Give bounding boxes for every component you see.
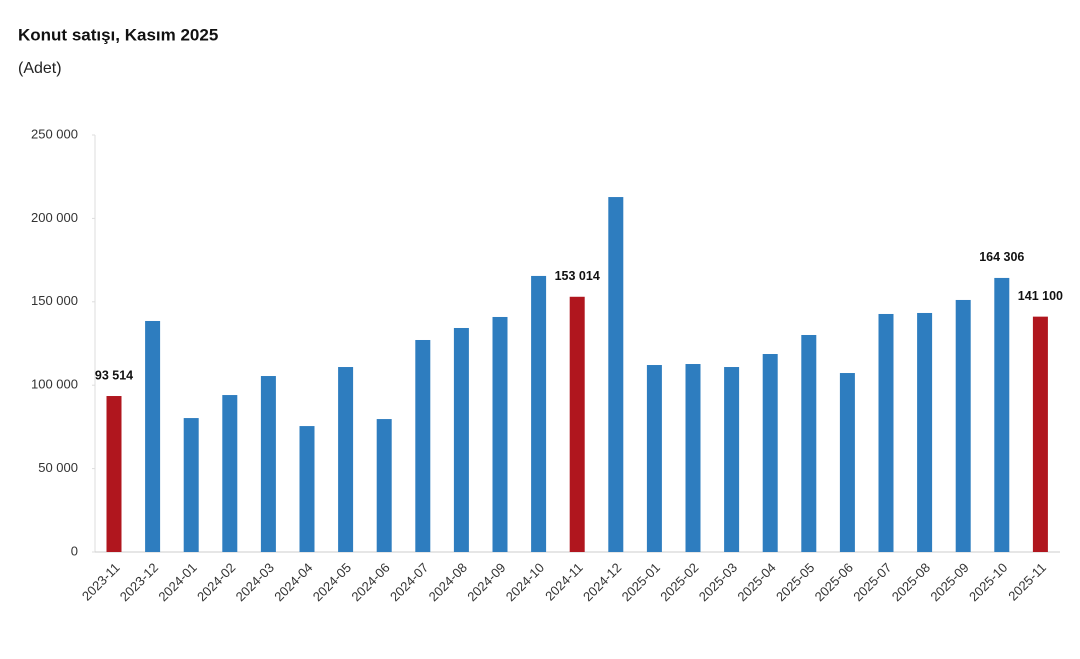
x-tick-label: 2025-05 (773, 560, 817, 604)
bar (762, 354, 778, 552)
bar (839, 373, 855, 552)
bar (531, 275, 547, 552)
x-tick-label: 2024-03 (233, 560, 277, 604)
chart-title: Konut satışı, Kasım 2025 (18, 25, 218, 44)
y-tick-label: 150 000 (31, 293, 78, 308)
bar (646, 365, 662, 552)
bar (260, 376, 276, 552)
data-label: 164 306 (979, 250, 1024, 264)
bar (338, 367, 354, 552)
x-tick-label: 2024-11 (542, 560, 586, 604)
bar (569, 296, 585, 552)
x-tick-label: 2023-12 (117, 560, 161, 604)
bar (106, 396, 122, 552)
bar (492, 316, 508, 552)
x-tick-label: 2024-08 (426, 560, 470, 604)
x-tick-label: 2025-10 (966, 560, 1010, 604)
bar (917, 312, 933, 552)
bar (724, 367, 740, 552)
x-tick-label: 2024-10 (503, 560, 547, 604)
bar (145, 320, 161, 552)
bar (801, 334, 817, 552)
bar (183, 418, 199, 552)
x-tick-label: 2025-01 (619, 560, 663, 604)
x-tick-label: 2025-03 (696, 560, 740, 604)
bar (685, 364, 701, 552)
data-label: 153 014 (555, 269, 600, 283)
x-tick-label: 2025-08 (889, 560, 933, 604)
y-tick-label: 200 000 (31, 210, 78, 225)
bar (994, 277, 1010, 552)
x-tick-label: 2024-07 (387, 560, 431, 604)
bar (222, 395, 238, 552)
x-tick-label: 2025-02 (657, 560, 701, 604)
x-tick-label: 2024-12 (580, 560, 624, 604)
bar (878, 313, 894, 552)
x-tick-label: 2024-04 (271, 560, 315, 604)
y-tick-label: 100 000 (31, 377, 78, 392)
x-tick-label: 2024-09 (464, 560, 508, 604)
x-tick-label: 2025-06 (812, 560, 856, 604)
x-tick-label: 2025-09 (927, 560, 971, 604)
data-label: 141 100 (1018, 289, 1063, 303)
bar (299, 426, 315, 552)
x-tick-label: 2024-01 (155, 560, 199, 604)
x-tick-label: 2025-07 (850, 560, 894, 604)
bar (608, 197, 624, 552)
data-label: 93 514 (95, 368, 133, 382)
x-tick-label: 2024-06 (348, 560, 392, 604)
y-tick-label: 50 000 (38, 460, 78, 475)
bar (1032, 316, 1048, 552)
x-tick-label: 2025-04 (734, 560, 778, 604)
bar (453, 327, 469, 552)
y-tick-label: 0 (71, 543, 78, 558)
y-tick-label: 250 000 (31, 126, 78, 141)
x-tick-label: 2025-11 (1005, 560, 1049, 604)
x-tick-label: 2024-05 (310, 560, 354, 604)
chart-subtitle: (Adet) (18, 60, 62, 77)
bar (955, 299, 971, 552)
x-tick-label: 2023-11 (79, 560, 123, 604)
x-tick-label: 2024-02 (194, 560, 238, 604)
bar (376, 419, 392, 552)
bar (415, 339, 431, 552)
